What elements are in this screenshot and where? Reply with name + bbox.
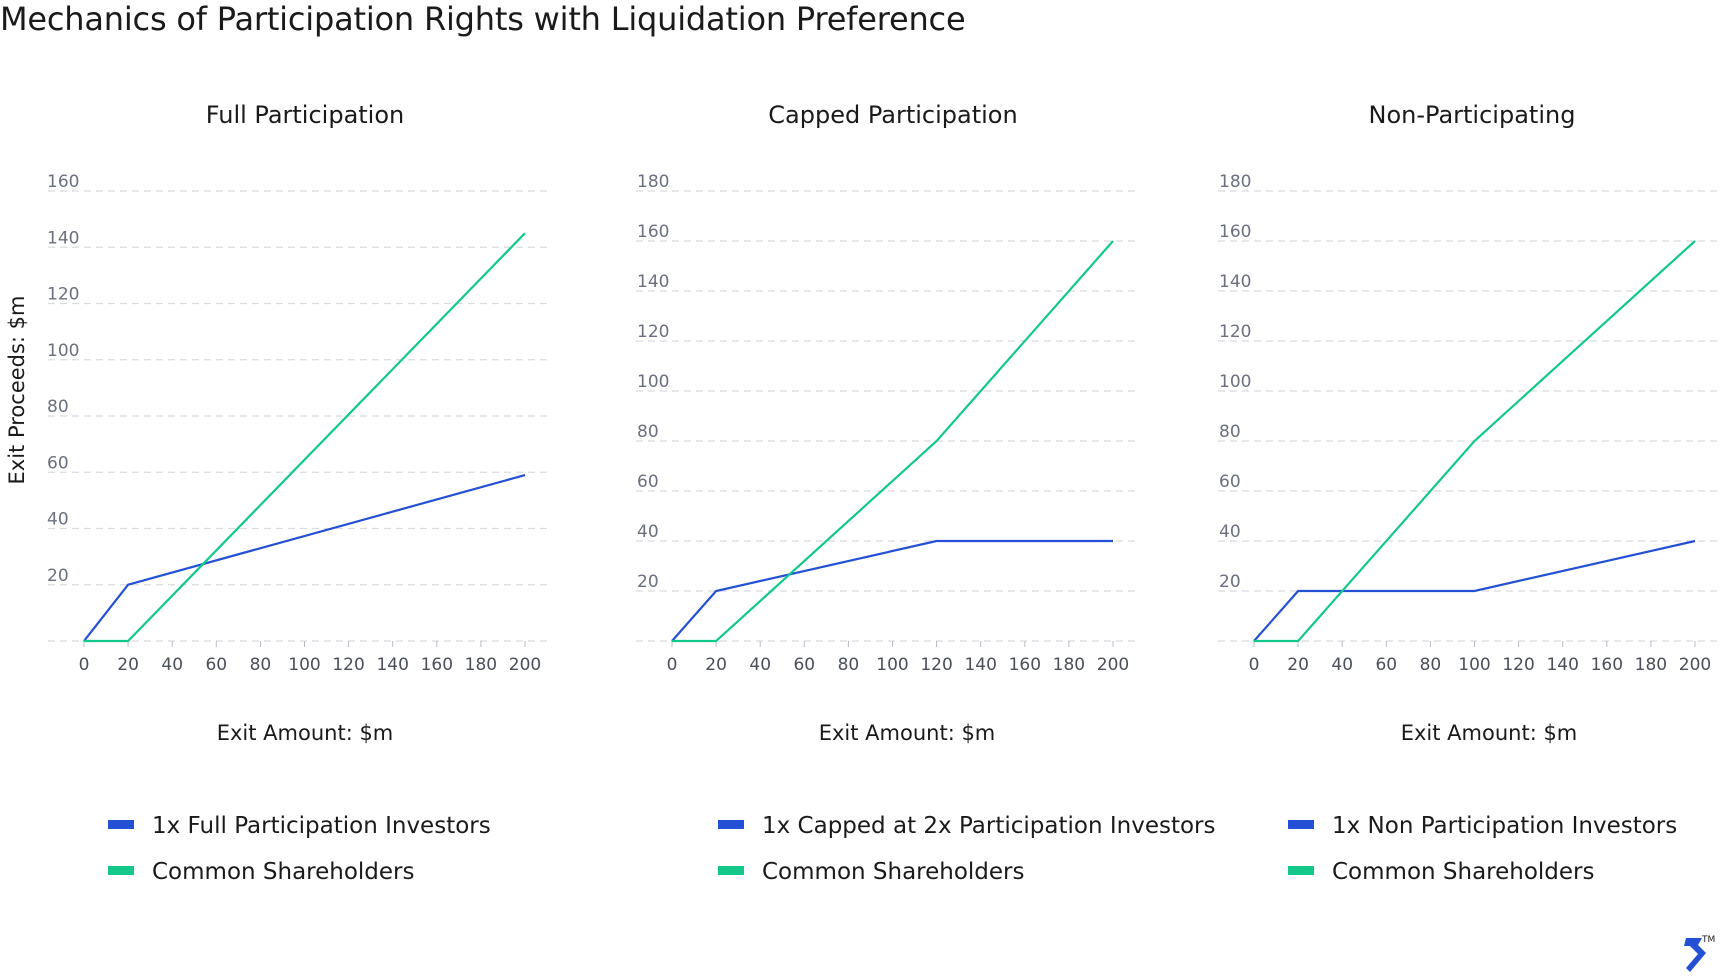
x-tick-label: 60 [1375, 655, 1397, 675]
y-tick-label: 140 [637, 272, 669, 292]
charts-canvas: Exit Proceeds: $m Full Participation 20 40… [5, 101, 1718, 885]
legend-label: 1x Non Participation Investors [1332, 813, 1677, 839]
x-tick-label: 180 [465, 655, 497, 675]
y-tick-label: 120 [1219, 322, 1251, 342]
x-tick-label: 180 [1053, 655, 1085, 675]
legend-label: Common Shareholders [762, 859, 1025, 885]
x-tick-label: 80 [1420, 655, 1442, 675]
x-tick-label: 20 [1287, 655, 1309, 675]
trademark-label: TM [1701, 935, 1715, 945]
x-axis-label: Exit Amount: $m [1401, 721, 1578, 745]
legend-swatch [1288, 820, 1314, 829]
x-axis-label: Exit Amount: $m [217, 721, 394, 745]
x-tick-label: 140 [376, 655, 408, 675]
x-tick-label: 100 [1458, 655, 1490, 675]
y-tick-label: 100 [1219, 372, 1251, 392]
x-tick-label: 0 [667, 655, 678, 675]
y-tick-label: 100 [637, 372, 669, 392]
legend-swatch [108, 866, 134, 875]
y-tick-label: 100 [47, 341, 79, 361]
x-tick-label: 160 [1009, 655, 1041, 675]
x-tick-label: 0 [1249, 655, 1260, 675]
x-tick-label: 120 [1502, 655, 1534, 675]
common-series-line [84, 232, 526, 643]
y-tick-label: 80 [47, 397, 69, 417]
investors-series-line [83, 474, 526, 642]
x-axis-label: Exit Amount: $m [819, 721, 996, 745]
x-tick-label: 140 [964, 655, 996, 675]
x-tick-label: 100 [288, 655, 320, 675]
chart-title: Non-Participating [1369, 101, 1576, 129]
y-axis-label: Exit Proceeds: $m [5, 296, 29, 485]
x-tick-label: 60 [205, 655, 227, 675]
y-tick-label: 80 [1219, 422, 1241, 442]
x-tick-label: 100 [876, 655, 908, 675]
y-tick-label: 80 [637, 422, 659, 442]
legend-label: Common Shareholders [1332, 859, 1595, 885]
investors-series-line [1253, 539, 1696, 642]
page-title: Mechanics of Participation Rights with L… [0, 0, 966, 38]
y-tick-label: 60 [637, 472, 659, 492]
y-tick-label: 60 [47, 453, 69, 473]
y-tick-label: 160 [47, 172, 79, 192]
x-tick-label: 180 [1635, 655, 1667, 675]
x-tick-label: 200 [1097, 655, 1129, 675]
y-tick-label: 120 [47, 285, 79, 305]
y-tick-label: 160 [637, 222, 669, 242]
x-tick-label: 20 [705, 655, 727, 675]
y-tick-label: 20 [637, 572, 659, 592]
y-tick-label: 140 [1219, 272, 1251, 292]
x-tick-label: 200 [509, 655, 541, 675]
common-series-line [672, 240, 1114, 643]
y-tick-label: 140 [47, 228, 79, 248]
legend-label: 1x Full Participation Investors [152, 813, 491, 839]
legend-swatch [718, 866, 744, 875]
legend-swatch [108, 820, 134, 829]
y-tick-label: 120 [637, 322, 669, 342]
x-tick-label: 160 [1591, 655, 1623, 675]
x-tick-label: 40 [749, 655, 771, 675]
common-series-line [1254, 240, 1696, 643]
x-tick-label: 200 [1679, 655, 1711, 675]
y-tick-label: 40 [1219, 522, 1241, 542]
x-tick-label: 40 [161, 655, 183, 675]
y-tick-label: 20 [47, 566, 69, 586]
investors-series-line [671, 539, 1113, 642]
y-tick-label: 40 [47, 510, 69, 530]
y-tick-label: 20 [1219, 572, 1241, 592]
y-tick-label: 180 [637, 172, 669, 192]
y-tick-label: 160 [1219, 222, 1251, 242]
y-tick-label: 180 [1219, 172, 1251, 192]
x-tick-label: 40 [1331, 655, 1353, 675]
x-tick-label: 160 [421, 655, 453, 675]
legend-label: 1x Capped at 2x Participation Investors [762, 813, 1215, 839]
legend-swatch [718, 820, 744, 829]
chart-panel-3: Non-Participating 20 40 60 80 100 120 140 160 180… [1218, 101, 1718, 885]
x-tick-label: 120 [920, 655, 952, 675]
chart-title: Full Participation [206, 101, 405, 129]
x-tick-label: 60 [793, 655, 815, 675]
chart-title: Capped Participation [768, 101, 1017, 129]
x-tick-label: 0 [79, 655, 90, 675]
x-tick-label: 80 [250, 655, 272, 675]
x-tick-label: 120 [332, 655, 364, 675]
chart-panel-2: Capped Participation 20 40 60 80 100 120 140 160… [636, 101, 1215, 885]
x-tick-label: 20 [117, 655, 139, 675]
x-tick-label: 80 [838, 655, 860, 675]
legend-swatch [1288, 866, 1314, 875]
y-tick-label: 40 [637, 522, 659, 542]
legend-label: Common Shareholders [152, 859, 415, 885]
chart-panel-1: Full Participation 20 40 60 80 100 120 140 160 0 2… [47, 101, 548, 885]
toptal-logo-icon: TM [1684, 935, 1715, 972]
x-tick-label: 140 [1546, 655, 1578, 675]
y-tick-label: 60 [1219, 472, 1241, 492]
